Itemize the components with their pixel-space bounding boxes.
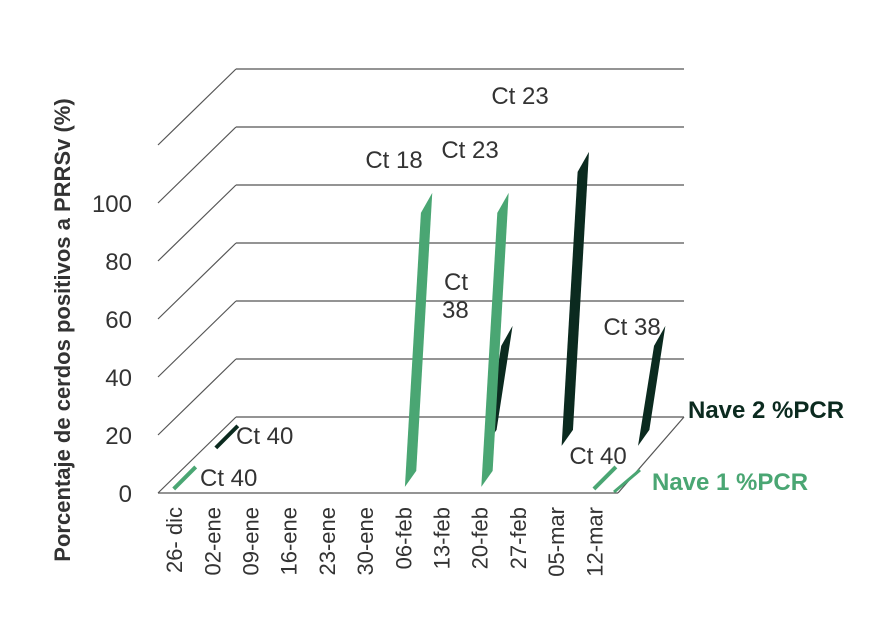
annotation-label: Ct 23 <box>441 137 498 164</box>
legend: Nave 2 %PCR Nave 1 %PCR <box>613 386 844 496</box>
x-tick-label: 27-feb <box>506 507 531 569</box>
y-axis-label: Porcentaje de cerdos positivos a PRRSv (… <box>50 98 75 561</box>
legend-swatch <box>613 468 641 494</box>
y-tick-label: 40 <box>105 365 132 392</box>
grid-line-diagonal <box>157 242 237 320</box>
bar <box>214 424 240 450</box>
bar <box>638 325 666 446</box>
x-tick-label: 23-ene <box>315 507 340 576</box>
y-tick-label: 80 <box>105 249 132 276</box>
bar <box>404 192 433 487</box>
x-tick-label: 06-feb <box>391 507 416 569</box>
annotation-label: Ct 23 <box>491 83 548 110</box>
x-tick-label: 12-mar <box>582 507 607 577</box>
chart-bars <box>172 151 666 491</box>
y-axis-ticks: 0 20 40 60 80 100 <box>92 191 132 508</box>
y-tick-label: 60 <box>105 307 132 334</box>
grid-line-diagonal <box>157 68 237 146</box>
y-tick-label: 100 <box>92 191 132 218</box>
y-tick-label: 0 <box>119 481 132 508</box>
annotation-label: Ct 18 <box>365 147 422 174</box>
annotation-label: Ct 38 <box>442 269 469 324</box>
bar <box>172 465 198 491</box>
annotation-label: Ct 38 <box>603 314 660 341</box>
y-tick-label: 20 <box>105 423 132 450</box>
legend-label: Nave 2 %PCR <box>688 397 844 424</box>
x-tick-label: 26- dic <box>162 507 187 573</box>
annotation-label: Ct 40 <box>236 423 293 450</box>
x-tick-label: 13-feb <box>430 507 455 569</box>
x-tick-label: 05-mar <box>544 507 569 577</box>
grid-line-diagonal <box>157 126 237 204</box>
bar <box>592 465 618 491</box>
x-tick-label: 02-ene <box>200 507 225 576</box>
x-tick-label: 20-feb <box>468 507 493 569</box>
x-axis-ticks: 26- dic 02-ene 09-ene 16-ene 23-ene 30-ene 06-… <box>162 507 607 577</box>
grid-line-diagonal <box>157 184 237 262</box>
grid-line-diagonal <box>157 300 237 378</box>
bar <box>481 192 509 487</box>
bar <box>561 151 589 446</box>
annotation-label: Ct 40 <box>200 465 257 492</box>
legend-swatch <box>657 386 670 404</box>
annotation-label: Ct 40 <box>569 443 626 470</box>
chart-walls <box>157 68 685 494</box>
legend-label: Nave 1 %PCR <box>652 469 808 496</box>
x-tick-label: 16-ene <box>277 507 302 576</box>
data-annotations: Ct 40 Ct 38 Ct 23 Ct 38 Ct 40 Ct 18 Ct 23 Ct 40 <box>200 83 661 492</box>
grid-line-diagonal <box>157 416 237 494</box>
grid-line-diagonal <box>157 358 237 436</box>
x-tick-label: 30-ene <box>353 507 378 576</box>
x-tick-label: 09-ene <box>239 507 264 576</box>
